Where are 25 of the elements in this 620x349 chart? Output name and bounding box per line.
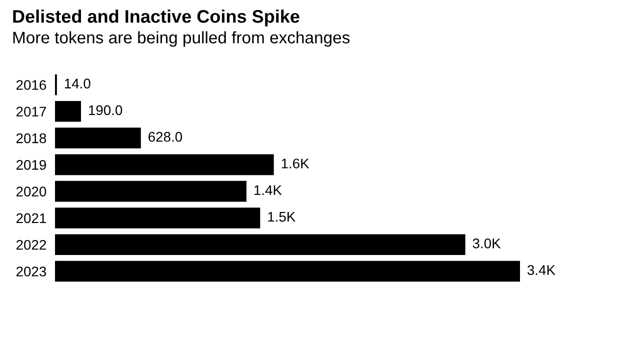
chart-subtitle: More tokens are being pulled from exchanges [13, 31, 350, 47]
y-tick-label: 2022 [16, 240, 46, 250]
bar [55, 180, 246, 202]
bar [55, 128, 141, 148]
y-tick-label: 2019 [16, 160, 46, 170]
y-tick-label: 2021 [16, 213, 46, 224]
y-tick-label: 2020 [16, 186, 46, 196]
data-label: 1.4K [254, 185, 282, 195]
data-label: 1.5K [268, 212, 296, 222]
chart-title: Delisted and Inactive Coins Spike [13, 10, 300, 26]
data-label: 3.4K [527, 265, 556, 275]
data-label: 14.0 [64, 78, 90, 88]
data-label: 1.6K [282, 158, 310, 168]
bar [55, 234, 466, 255]
bar [55, 101, 81, 122]
bar [55, 260, 520, 282]
y-tick-label: 2018 [16, 133, 46, 144]
data-label: 628.0 [148, 132, 182, 142]
data-label: 3.0K [472, 238, 501, 248]
y-tick-label: 2016 [16, 80, 46, 90]
bar [55, 154, 274, 176]
data-label: 190.0 [88, 105, 122, 116]
y-tick-label: 2023 [16, 266, 46, 276]
y-tick-label: 2017 [16, 106, 46, 117]
bar [55, 208, 260, 228]
